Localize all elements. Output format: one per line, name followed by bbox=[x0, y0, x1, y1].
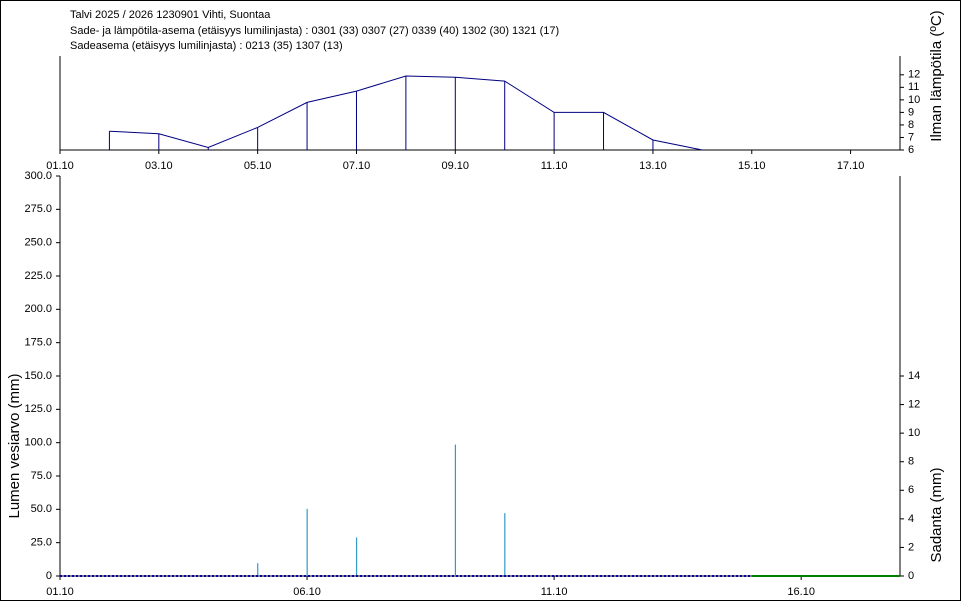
y-tick-label: 100.0 bbox=[24, 437, 52, 449]
x-tick-label: 01.10 bbox=[46, 586, 74, 598]
x-tick-label: 07.10 bbox=[343, 160, 371, 172]
y-tick-label: 125.0 bbox=[24, 403, 52, 415]
right-tick-label: 0 bbox=[908, 570, 914, 582]
right-tick-label: 4 bbox=[908, 513, 914, 525]
header-line: Sadeasema (etäisyys lumilinjasta) : 0213… bbox=[70, 40, 343, 52]
y-tick-label: 250.0 bbox=[24, 237, 52, 249]
right-tick-label: 11 bbox=[908, 81, 919, 93]
y-axis-title: Ilman lämpötila (ºC) bbox=[928, 10, 945, 141]
series-line bbox=[109, 75, 703, 151]
y-tick-label: 275.0 bbox=[24, 203, 52, 215]
bar bbox=[454, 444, 456, 576]
bar bbox=[257, 563, 259, 576]
bar bbox=[306, 508, 308, 576]
right-tick-label: 6 bbox=[908, 144, 914, 156]
y-tick-label: 300.0 bbox=[24, 170, 52, 182]
x-tick-label: 11.10 bbox=[541, 586, 568, 598]
x-tick-label: 03.10 bbox=[145, 160, 173, 172]
x-tick-label: 01.10 bbox=[46, 160, 74, 172]
right-tick-label: 7 bbox=[908, 131, 914, 143]
y-tick-label: 175.0 bbox=[24, 337, 52, 349]
y-tick-label: 200.0 bbox=[24, 303, 52, 315]
x-tick-label: 15.10 bbox=[738, 160, 766, 172]
y-tick-label: 225.0 bbox=[24, 270, 52, 282]
right-tick-label: 9 bbox=[908, 106, 914, 118]
right-tick-label: 12 bbox=[908, 69, 920, 81]
y-axis-title: Lumen vesiarvo (mm) bbox=[6, 373, 23, 518]
y-tick-label: 50.0 bbox=[31, 503, 52, 515]
y-tick-label: 75.0 bbox=[31, 470, 52, 482]
x-tick-label: 13.10 bbox=[639, 160, 667, 172]
bar bbox=[504, 513, 506, 576]
right-tick-label: 10 bbox=[908, 427, 920, 439]
right-tick-label: 12 bbox=[908, 398, 920, 410]
header-line: Talvi 2025 / 2026 1230901 Vihti, Suontaa bbox=[70, 9, 271, 21]
x-tick-label: 09.10 bbox=[442, 160, 470, 172]
bar bbox=[355, 537, 358, 576]
x-tick-label: 11.10 bbox=[541, 160, 568, 172]
y-tick-label: 150.0 bbox=[24, 370, 52, 382]
right-tick-label: 6 bbox=[908, 484, 914, 496]
x-tick-label: 06.10 bbox=[293, 586, 321, 598]
x-tick-label: 05.10 bbox=[244, 160, 272, 172]
x-tick-label: 17.10 bbox=[837, 160, 865, 172]
right-tick-label: 8 bbox=[908, 119, 914, 131]
y2-axis-title: Sadanta (mm) bbox=[928, 467, 945, 562]
right-tick-label: 14 bbox=[908, 370, 920, 382]
right-tick-label: 8 bbox=[908, 456, 914, 468]
y-tick-label: 0 bbox=[46, 570, 52, 582]
x-tick-label: 16.10 bbox=[787, 586, 815, 598]
header-line: Sade- ja lämpötila-asema (etäisyys lumil… bbox=[70, 25, 559, 37]
y-tick-label: 25.0 bbox=[31, 537, 52, 549]
right-tick-label: 10 bbox=[908, 94, 920, 106]
right-tick-label: 2 bbox=[908, 541, 914, 553]
